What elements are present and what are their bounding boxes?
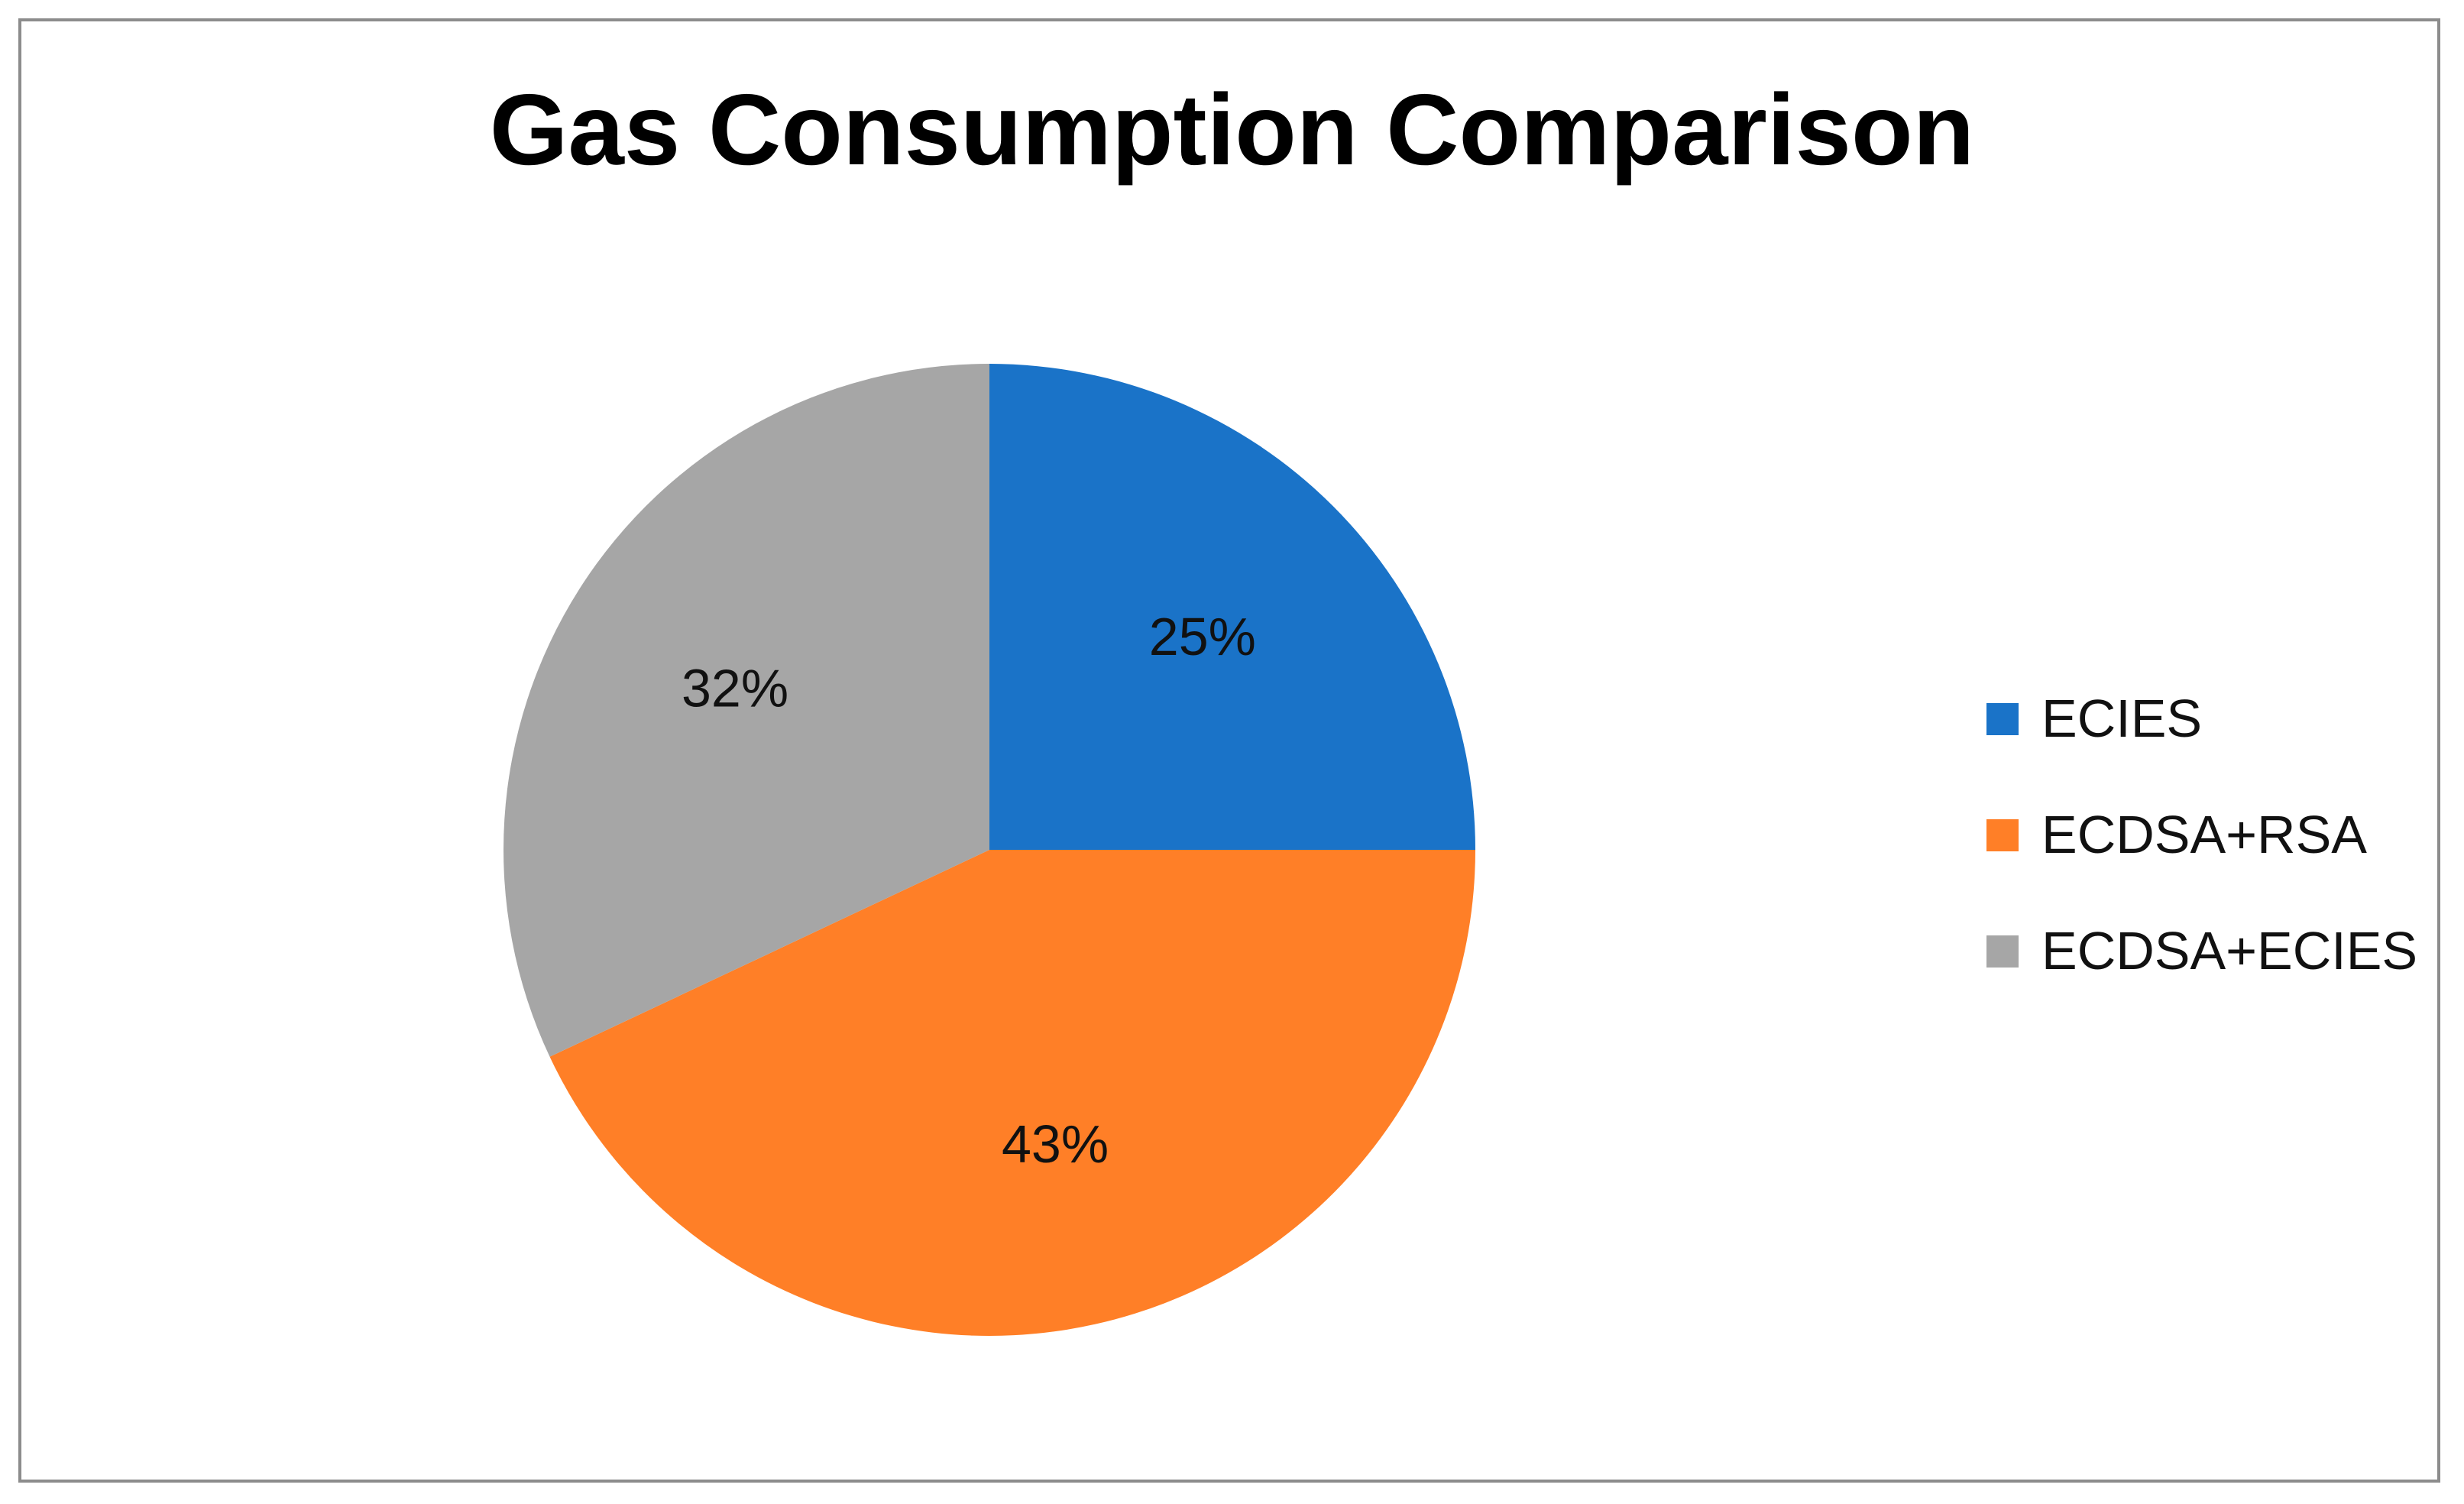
legend-swatch-ecdsa-rsa <box>1986 819 2019 851</box>
legend-swatch-ecdsa-ecies <box>1986 935 2019 968</box>
slice-ecdsa-ecies <box>503 364 989 1057</box>
data-label-ecdsa-ecies: 32% <box>682 659 788 718</box>
legend-item-ecdsa-ecies: ECDSA+ECIES <box>1986 920 2418 981</box>
legend-item-ecdsa-rsa: ECDSA+RSA <box>1986 804 2414 865</box>
legend-label-ecies: ECIES <box>2041 689 2203 748</box>
slice-ecdsa-rsa <box>549 850 1475 1336</box>
legend-label-ecdsa-ecies: ECDSA+ECIES <box>2041 921 2418 981</box>
chart-title: Gas Consumption Comparison <box>489 73 1975 186</box>
data-label-ecdsa-rsa: 43% <box>1002 1114 1109 1174</box>
slice-ecies <box>989 364 1475 850</box>
legend-item-ecies: ECIES <box>1986 688 2414 749</box>
legend-swatch-ecies <box>1986 703 2019 735</box>
legend-label-ecdsa-rsa: ECDSA+RSA <box>2041 805 2367 864</box>
data-label-ecies: 25% <box>1149 607 1256 666</box>
